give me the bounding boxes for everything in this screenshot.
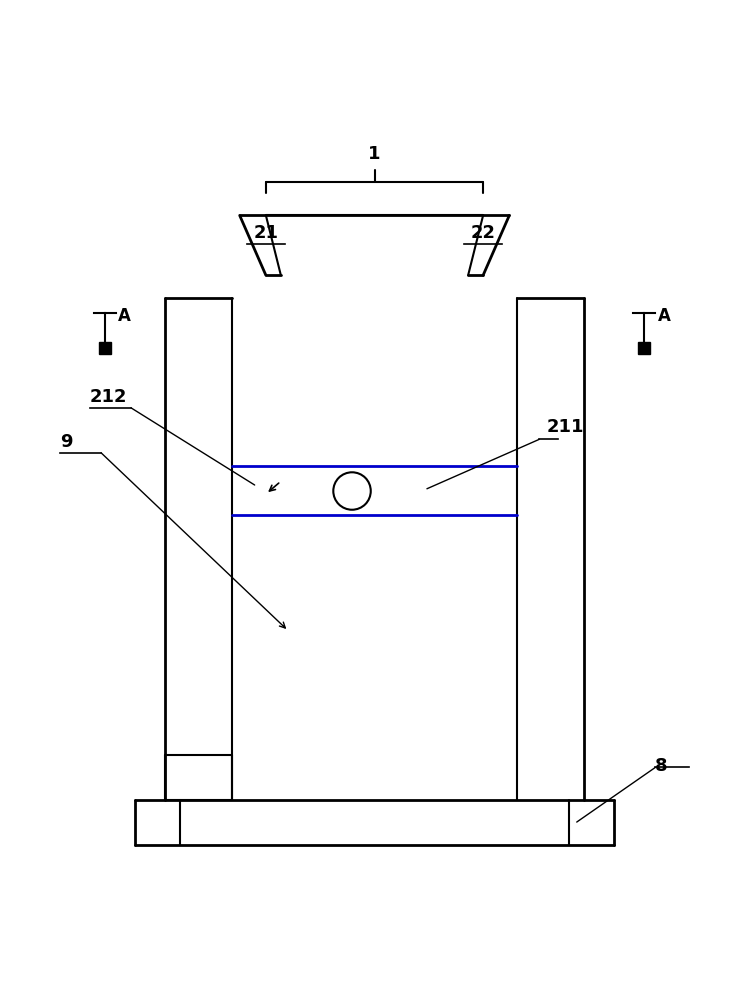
Text: 8: 8	[655, 757, 668, 775]
Text: 211: 211	[547, 418, 584, 436]
Text: 22: 22	[470, 224, 496, 242]
Text: 1: 1	[369, 145, 380, 163]
Text: 9: 9	[60, 433, 73, 451]
Bar	[638, 342, 650, 354]
Text: A: A	[658, 307, 670, 325]
Bar	[99, 342, 111, 354]
Text: 21: 21	[253, 224, 279, 242]
Text: A: A	[118, 307, 131, 325]
Text: 212: 212	[90, 388, 127, 406]
